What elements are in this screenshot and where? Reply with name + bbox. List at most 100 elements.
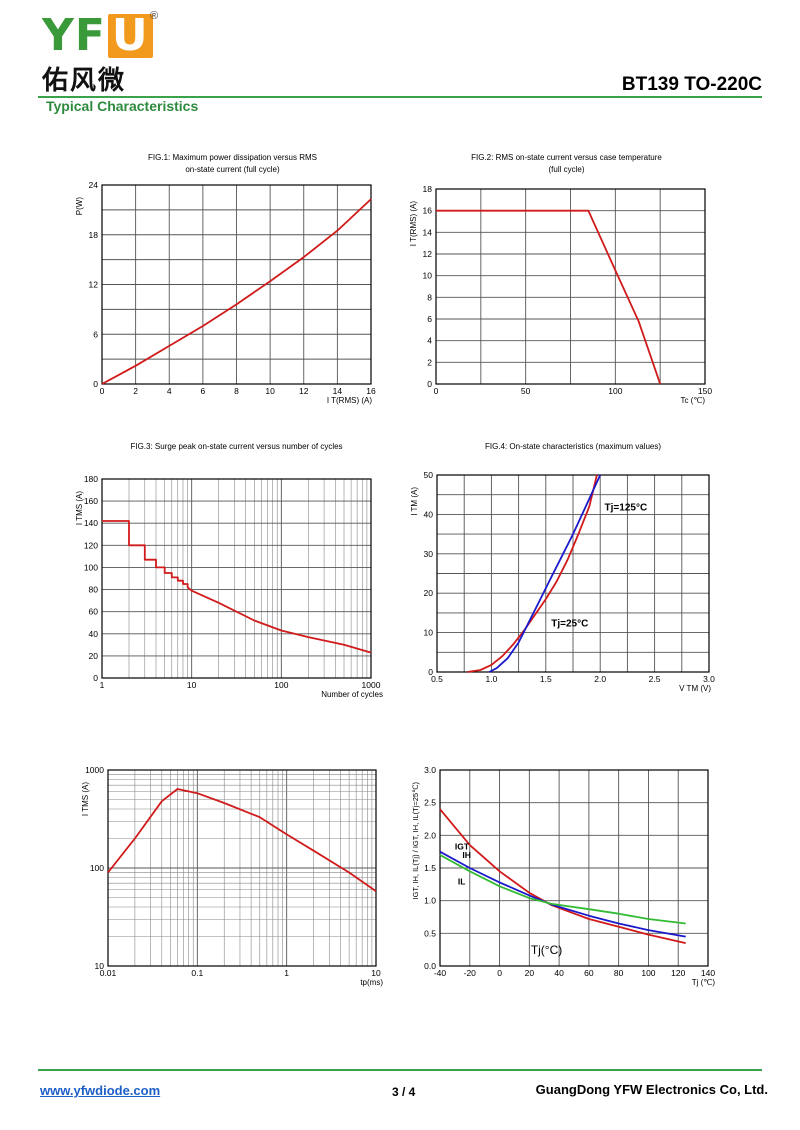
fig6-x-axis-label: Tj (℃) <box>692 978 716 987</box>
fig4-x-axis-label: V TM (V) <box>679 684 711 693</box>
fig2-y-tick-label: 12 <box>423 249 433 259</box>
fig1-x-axis-label: I T(RMS) (A) <box>327 396 373 405</box>
brand-logo-mark: YF U <box>42 14 153 58</box>
fig2-y-tick-label: 4 <box>427 336 432 346</box>
fig1-x-tick-label: 14 <box>333 386 343 396</box>
fig3-y-tick-label: 80 <box>89 585 99 595</box>
fig1-x-tick-label: 8 <box>234 386 239 396</box>
fig2-x-tick-label: 100 <box>608 386 622 396</box>
fig2-y-tick-label: 10 <box>423 271 433 281</box>
fig1-x-tick-label: 4 <box>167 386 172 396</box>
fig4-x-tick-label: 3.0 <box>703 674 715 684</box>
fig3-series-0-line <box>102 520 372 654</box>
fig4-annotation-tj25: Tj=25°C <box>551 619 588 630</box>
fig6-y-tick-label: 1.0 <box>424 896 436 906</box>
fig6-x-tick-label: -40 <box>434 968 447 978</box>
company-name: GuangDong YFW Electronics Co, Ltd. <box>535 1082 768 1097</box>
fig4-x-tick-label: 2.5 <box>649 674 661 684</box>
fig6-annotation-il: IL <box>458 876 466 886</box>
document-title: BT139 TO-220C <box>621 74 762 95</box>
fig6-x-tick-label: -20 <box>464 968 477 978</box>
fig1-y-tick-label: 12 <box>89 280 99 290</box>
fig3-y-tick-label: 60 <box>89 607 99 617</box>
fig4-y-tick-label: 40 <box>424 509 434 519</box>
fig2-y-tick-label: 8 <box>427 292 432 302</box>
fig3-x-tick-label: 1000 <box>362 680 381 690</box>
fig3-x-tick-label: 10 <box>187 680 197 690</box>
fig3-y-tick-label: 180 <box>84 474 98 484</box>
fig6-y-tick-label: 1.5 <box>424 863 436 873</box>
fig5-y-tick-label: 1000 <box>85 765 104 775</box>
fig1-chart: FIG.1: Maximum power dissipation versus … <box>75 153 376 405</box>
fig2-title: (full cycle) <box>548 165 584 174</box>
fig4-y-tick-label: 30 <box>424 549 434 559</box>
fig6-x-tick-label: 120 <box>671 968 685 978</box>
section-title: Typical Characteristics <box>46 98 199 114</box>
fig5-x-tick-label: 1 <box>284 968 289 978</box>
registered-mark: ® <box>150 10 159 22</box>
fig1-x-tick-label: 10 <box>265 386 275 396</box>
fig6-x-tick-label: 140 <box>701 968 715 978</box>
fig6-annotation-tj-unit: Tj(°C) <box>531 943 562 957</box>
fig4-x-tick-label: 0.5 <box>431 674 443 684</box>
fig5-y-tick-label: 100 <box>90 863 104 873</box>
fig6-annotation-ih: IH <box>462 850 471 860</box>
fig5-chart: 0.01 0.1 1 10 10 100 1000 tp(ms) I TMS (A) <box>81 765 383 987</box>
fig1-y-tick-label: 6 <box>93 329 98 339</box>
fig4-y-tick-label: 50 <box>424 470 434 480</box>
brand-logo: YF U ® 佑风微 <box>42 10 158 97</box>
fig3-title: FIG.3: Surge peak on-state current versu… <box>130 442 342 451</box>
fig6-x-tick-label: 40 <box>554 968 564 978</box>
fig6-y-tick-label: 2.0 <box>424 830 436 840</box>
fig6-y-tick-label: 2.5 <box>424 798 436 808</box>
fig3-y-tick-label: 100 <box>84 562 98 572</box>
fig2-x-tick-label: 150 <box>698 386 712 396</box>
fig2-y-tick-label: 18 <box>423 184 433 194</box>
fig4-x-tick-label: 2.0 <box>594 674 606 684</box>
fig1-y-axis-label: P(W) <box>75 197 84 216</box>
fig6-y-tick-label: 3.0 <box>424 765 436 775</box>
fig2-y-axis-label: I T(RMS) (A) <box>409 201 418 247</box>
fig1-y-tick-label: 18 <box>89 230 99 240</box>
fig2-y-tick-label: 16 <box>423 206 433 216</box>
fig4-y-axis-label: I TM (A) <box>410 487 419 516</box>
fig2-y-tick-label: 6 <box>427 314 432 324</box>
fig1-x-tick-label: 2 <box>133 386 138 396</box>
fig3-x-tick-label: 1 <box>100 680 105 690</box>
fig5-y-tick-label: 10 <box>95 961 105 971</box>
fig6-plot-frame <box>439 769 709 967</box>
fig6-y-tick-label: 0.0 <box>424 961 436 971</box>
fig3-y-tick-label: 120 <box>84 540 98 550</box>
fig2-series-0-line <box>436 209 662 385</box>
website-link[interactable]: www.yfwdiode.com <box>40 1083 161 1098</box>
fig1-x-tick-label: 16 <box>366 386 376 396</box>
fig6-y-tick-label: 0.5 <box>424 928 436 938</box>
fig2-y-tick-label: 14 <box>423 227 433 237</box>
fig4-y-tick-label: 0 <box>428 667 433 677</box>
fig3-y-tick-label: 160 <box>84 496 98 506</box>
fig2-title: FIG.2: RMS on-state current versus case … <box>471 153 662 162</box>
fig4-title: FIG.4: On-state characteristics (maximum… <box>485 442 661 451</box>
fig5-series-0-line <box>107 788 377 892</box>
fig6-y-axis-label: IGT, IH, IL(Tj) / IGT, IH, IL(Tj=25℃) <box>411 782 420 900</box>
fig4-series-0-line <box>467 474 598 673</box>
fig5-x-axis-label: tp(ms) <box>360 978 383 987</box>
fig6-x-tick-label: 100 <box>641 968 655 978</box>
fig6-chart: -40 -20 0 20 40 60 80 100 120 140 0.0 0.5 1.0 1.5 2.0 2… <box>411 765 715 987</box>
brand-chinese-name: 佑风微 <box>42 66 127 96</box>
fig5-plot-frame <box>107 769 377 967</box>
header-divider <box>38 96 762 98</box>
fig2-y-tick-label: 2 <box>427 357 432 367</box>
fig1-title: on-state current (full cycle) <box>185 165 280 174</box>
fig3-y-tick-label: 140 <box>84 518 98 528</box>
fig2-chart: FIG.2: RMS on-state current versus case … <box>409 153 712 405</box>
fig1-plot-frame <box>101 184 372 385</box>
fig4-x-tick-label: 1.5 <box>540 674 552 684</box>
fig2-x-axis-label: Tc (℃) <box>680 396 705 405</box>
fig5-x-tick-label: 10 <box>371 968 381 978</box>
fig4-annotation-tj125: Tj=125°C <box>605 502 648 513</box>
fig3-y-tick-label: 20 <box>89 651 99 661</box>
fig2-y-tick-label: 0 <box>427 379 432 389</box>
fig2-x-tick-label: 50 <box>521 386 531 396</box>
fig3-y-tick-label: 0 <box>93 673 98 683</box>
